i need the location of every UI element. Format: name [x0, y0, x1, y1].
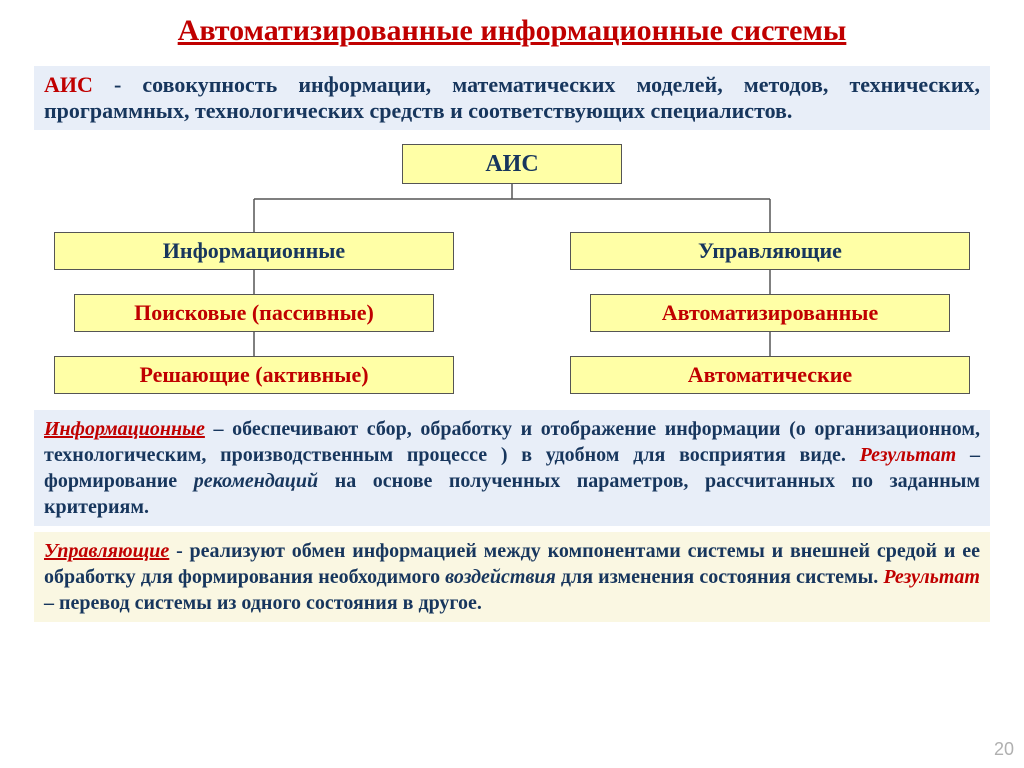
- p1-result: Результат: [860, 444, 957, 466]
- definition-block: АИС - совокупность информации, математич…: [34, 66, 990, 130]
- p1-head: Информационные: [44, 418, 205, 440]
- tree-right-l2: Автоматизированные: [590, 294, 950, 332]
- tree-left-l2: Поисковые (пассивные): [74, 294, 434, 332]
- p2-body3: – перевод системы из одного состояния в …: [44, 592, 482, 614]
- tree-diagram: АИС Информационные Управляющие Поисковые…: [34, 144, 990, 404]
- p1-rec: рекомендаций: [194, 470, 318, 492]
- p2-result: Результат: [883, 566, 980, 588]
- tree-left-l3: Решающие (активные): [54, 356, 454, 394]
- paragraph-controlling: Управляющие - реализуют обмен информацие…: [34, 532, 990, 622]
- tree-right-l3: Автоматические: [570, 356, 970, 394]
- p2-body2: для изменения состояния системы.: [556, 566, 884, 588]
- definition-term: АИС: [44, 72, 93, 97]
- page-number: 20: [994, 739, 1014, 760]
- paragraph-informational: Информационные – обеспечивают сбор, обра…: [34, 410, 990, 526]
- definition-body: - совокупность информации, математически…: [44, 72, 980, 123]
- p2-act: воздействия: [445, 566, 556, 588]
- page-title: Автоматизированные информационные систем…: [0, 0, 1024, 58]
- tree-right-l1: Управляющие: [570, 232, 970, 270]
- tree-root: АИС: [402, 144, 622, 184]
- tree-left-l1: Информационные: [54, 232, 454, 270]
- p2-head: Управляющие: [44, 540, 169, 562]
